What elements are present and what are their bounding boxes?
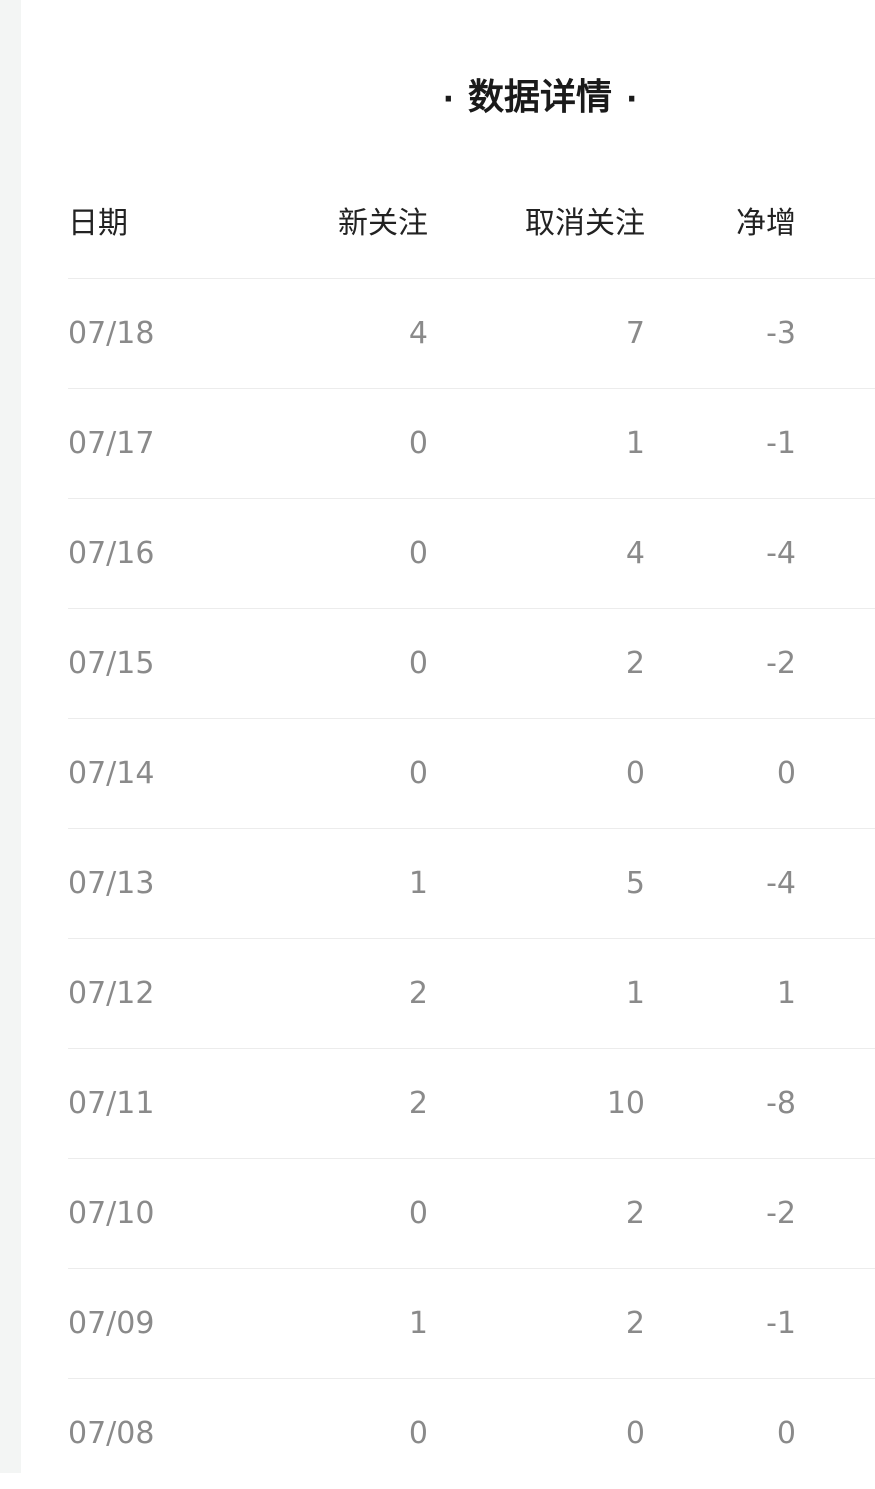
cell-unfollows: 2 [625,1196,645,1231]
table-row: 07/15 0 2 -2 [68,608,875,719]
cell-date: 07/14 [68,756,155,791]
cell-date: 07/16 [68,536,155,571]
cell-unfollows: 0 [625,1416,645,1451]
table-row: 07/17 0 1 -1 [68,388,875,499]
section-title: · 数据详情 · [0,70,875,126]
table-row: 07/12 2 1 1 [68,938,875,1049]
cell-unfollows: 4 [625,536,645,571]
cell-date: 07/09 [68,1306,155,1341]
header-net-gain: 净增 [736,206,796,241]
cell-unfollows: 10 [606,1086,645,1121]
cell-new-follows: 1 [408,1306,428,1341]
cell-new-follows: 0 [408,426,428,461]
cell-net-gain: 0 [776,1416,796,1451]
cell-net-gain: -2 [766,646,796,681]
cell-date: 07/08 [68,1416,155,1451]
cell-unfollows: 1 [625,426,645,461]
cell-new-follows: 2 [408,976,428,1011]
title-dot-left: · [442,82,454,117]
table-row: 07/18 4 7 -3 [68,278,875,389]
cell-unfollows: 1 [625,976,645,1011]
left-edge-panel [0,0,21,1473]
title-dot-right: · [626,82,638,117]
cell-new-follows: 0 [408,536,428,571]
cell-unfollows: 7 [625,316,645,351]
table-row: 07/08 0 0 0 [68,1378,875,1489]
cell-unfollows: 0 [625,756,645,791]
cell-new-follows: 0 [408,1416,428,1451]
cell-date: 07/18 [68,316,155,351]
table-row: 07/16 0 4 -4 [68,498,875,609]
cell-new-follows: 1 [408,866,428,901]
cell-date: 07/12 [68,976,155,1011]
cell-new-follows: 0 [408,646,428,681]
cell-net-gain: -3 [766,316,796,351]
header-unfollows: 取消关注 [525,206,645,241]
table-row: 07/13 1 5 -4 [68,828,875,939]
cell-unfollows: 2 [625,1306,645,1341]
title-text: 数据详情 [467,77,612,118]
table-row: 07/09 1 2 -1 [68,1268,875,1379]
cell-new-follows: 0 [408,756,428,791]
table-row: 07/10 0 2 -2 [68,1158,875,1269]
cell-net-gain: -1 [766,1306,796,1341]
cell-net-gain: -4 [766,536,796,571]
table-row: 07/11 2 10 -8 [68,1048,875,1159]
cell-new-follows: 2 [408,1086,428,1121]
cell-net-gain: -4 [766,866,796,901]
cell-net-gain: -2 [766,1196,796,1231]
cell-date: 07/10 [68,1196,155,1231]
table-row: 07/14 0 0 0 [68,718,875,829]
cell-net-gain: -8 [766,1086,796,1121]
cell-date: 07/11 [68,1086,155,1121]
cell-date: 07/17 [68,426,155,461]
header-date: 日期 [68,206,128,241]
cell-date: 07/15 [68,646,155,681]
cell-new-follows: 0 [408,1196,428,1231]
cell-net-gain: 1 [776,976,796,1011]
cell-net-gain: -1 [766,426,796,461]
cell-date: 07/13 [68,866,155,901]
cell-unfollows: 2 [625,646,645,681]
header-new-follows: 新关注 [338,206,428,241]
cell-net-gain: 0 [776,756,796,791]
cell-new-follows: 4 [408,316,428,351]
cell-unfollows: 5 [625,866,645,901]
table-header: 日期 新关注 取消关注 净增 [0,196,875,252]
